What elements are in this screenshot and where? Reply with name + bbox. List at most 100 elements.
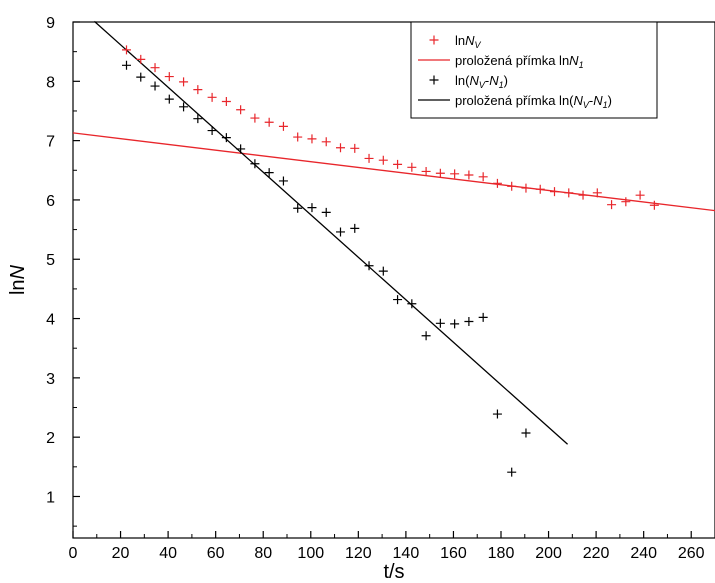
legend-label-part: N bbox=[489, 73, 499, 88]
y-tick-label: 3 bbox=[46, 371, 55, 388]
lnDiff-point bbox=[464, 317, 474, 327]
legend-label-part: ) bbox=[504, 73, 508, 88]
lnDiff-point bbox=[221, 133, 231, 143]
fit1-fit-line bbox=[72, 132, 715, 212]
y-tick-label: 1 bbox=[46, 489, 55, 506]
lnDiff-point bbox=[407, 299, 417, 309]
lnNv-point bbox=[122, 45, 131, 55]
lnNv-point bbox=[193, 85, 203, 95]
data-markers bbox=[122, 45, 659, 477]
x-tick-label: 80 bbox=[254, 545, 272, 562]
legend-label-part: 1 bbox=[579, 60, 584, 70]
lnNv-point bbox=[564, 188, 574, 198]
lnNv-point bbox=[478, 172, 488, 182]
x-tick-label: 260 bbox=[678, 545, 705, 562]
y-tick-label: 6 bbox=[46, 193, 55, 210]
lnNv-point bbox=[393, 159, 403, 169]
x-axis: 0 20 40 60 80 100 120 140 160 180 200 220 240 260 bbox=[69, 531, 705, 562]
lnNv-point bbox=[407, 162, 417, 172]
x-axis-title: t/s bbox=[383, 561, 404, 583]
legend-label-lnDiff: ln(NV-N1) bbox=[455, 73, 508, 90]
lnNv-point bbox=[250, 113, 260, 123]
y-tick-label: 4 bbox=[46, 312, 55, 329]
fit2-fit-line bbox=[93, 20, 569, 445]
lnDiff-point bbox=[364, 261, 374, 271]
legend-label-part: 1 bbox=[603, 100, 608, 110]
legend-label-part: N bbox=[569, 53, 579, 68]
lnDiff-point bbox=[164, 94, 174, 104]
x-tick-label: 40 bbox=[159, 545, 177, 562]
lnDiff-point bbox=[393, 295, 403, 305]
legend-label-lnNv: lnNV bbox=[455, 33, 482, 50]
lnNv-point bbox=[221, 96, 231, 106]
legend-label-fit1: proložená přímka lnN1 bbox=[455, 53, 584, 70]
lnNv-point bbox=[507, 181, 517, 191]
lnNv-point bbox=[321, 137, 331, 147]
lnDiff-point bbox=[521, 428, 531, 438]
y-tick-label: 9 bbox=[46, 15, 55, 32]
lnNv-point bbox=[578, 190, 588, 200]
lnNv-point bbox=[364, 153, 374, 163]
y-axis-title-ln: ln bbox=[7, 279, 29, 295]
x-tick-label: 20 bbox=[112, 545, 130, 562]
legend-swatch-lnDiff bbox=[429, 75, 439, 85]
lnNv-point bbox=[550, 187, 559, 197]
legend-label-part: ln( bbox=[455, 73, 470, 88]
lnNv-point bbox=[607, 200, 617, 210]
y-tick-label: 8 bbox=[46, 74, 55, 91]
lnNv-point bbox=[207, 92, 217, 102]
legend-label-part: V bbox=[479, 80, 486, 90]
plot-frame bbox=[72, 21, 715, 539]
x-tick-label: 200 bbox=[535, 545, 562, 562]
lnNv-point bbox=[592, 188, 602, 198]
x-tick-label: 0 bbox=[69, 545, 78, 562]
legend-swatch-lnNv bbox=[429, 35, 439, 45]
lnDiff-point bbox=[193, 114, 203, 124]
lnDiff-point bbox=[278, 176, 288, 186]
lnNv-point bbox=[136, 54, 146, 64]
lnDiff-point bbox=[378, 266, 388, 276]
lnNv-point bbox=[464, 170, 474, 180]
x-tick-label: 100 bbox=[297, 545, 324, 562]
x-tick-label: 240 bbox=[630, 545, 657, 562]
x-tick-label: 140 bbox=[393, 545, 420, 562]
lnDiff-point bbox=[336, 227, 345, 237]
lnDiff-point bbox=[250, 159, 260, 169]
y-tick-label: 2 bbox=[46, 430, 55, 447]
x-tick-label: 180 bbox=[488, 545, 515, 562]
legend-label-part: ln bbox=[455, 33, 465, 48]
lnNv-point bbox=[350, 143, 360, 153]
lnDiff-point bbox=[435, 318, 445, 328]
lnDiff-point bbox=[207, 126, 217, 136]
legend-label-part: 1 bbox=[499, 80, 504, 90]
lnDiff-point bbox=[321, 207, 331, 217]
lnDiff-point bbox=[236, 144, 246, 154]
lnNv-point bbox=[435, 168, 445, 178]
legend-label-part: ) bbox=[608, 93, 612, 108]
legend-label-part: V bbox=[475, 40, 482, 50]
lnNv-point bbox=[278, 121, 288, 131]
lnNv-point bbox=[164, 72, 174, 82]
legend-label-part: - bbox=[589, 93, 593, 108]
y-tick-label: 5 bbox=[46, 252, 55, 269]
lnDiff-point bbox=[307, 203, 317, 213]
lnNv-point bbox=[492, 178, 502, 188]
lnNv-point bbox=[378, 155, 388, 165]
legend-label-part: N bbox=[469, 73, 479, 88]
legend-label-part: N bbox=[574, 93, 584, 108]
lnNv-point bbox=[150, 63, 160, 73]
y-axis-title: lnN bbox=[7, 264, 29, 295]
x-tick-label: 160 bbox=[440, 545, 467, 562]
x-tick-label: 220 bbox=[583, 545, 610, 562]
lnNv-point bbox=[336, 143, 345, 153]
legend-label-part: N bbox=[465, 33, 475, 48]
lnDiff-point bbox=[450, 319, 460, 329]
y-tick-label: 7 bbox=[46, 134, 55, 151]
lnNv-point bbox=[307, 134, 317, 144]
lnDiff-point bbox=[264, 168, 274, 178]
legend-label-part: N bbox=[593, 93, 603, 108]
lnDiff-point bbox=[421, 331, 431, 341]
lnNv-point bbox=[635, 190, 645, 200]
